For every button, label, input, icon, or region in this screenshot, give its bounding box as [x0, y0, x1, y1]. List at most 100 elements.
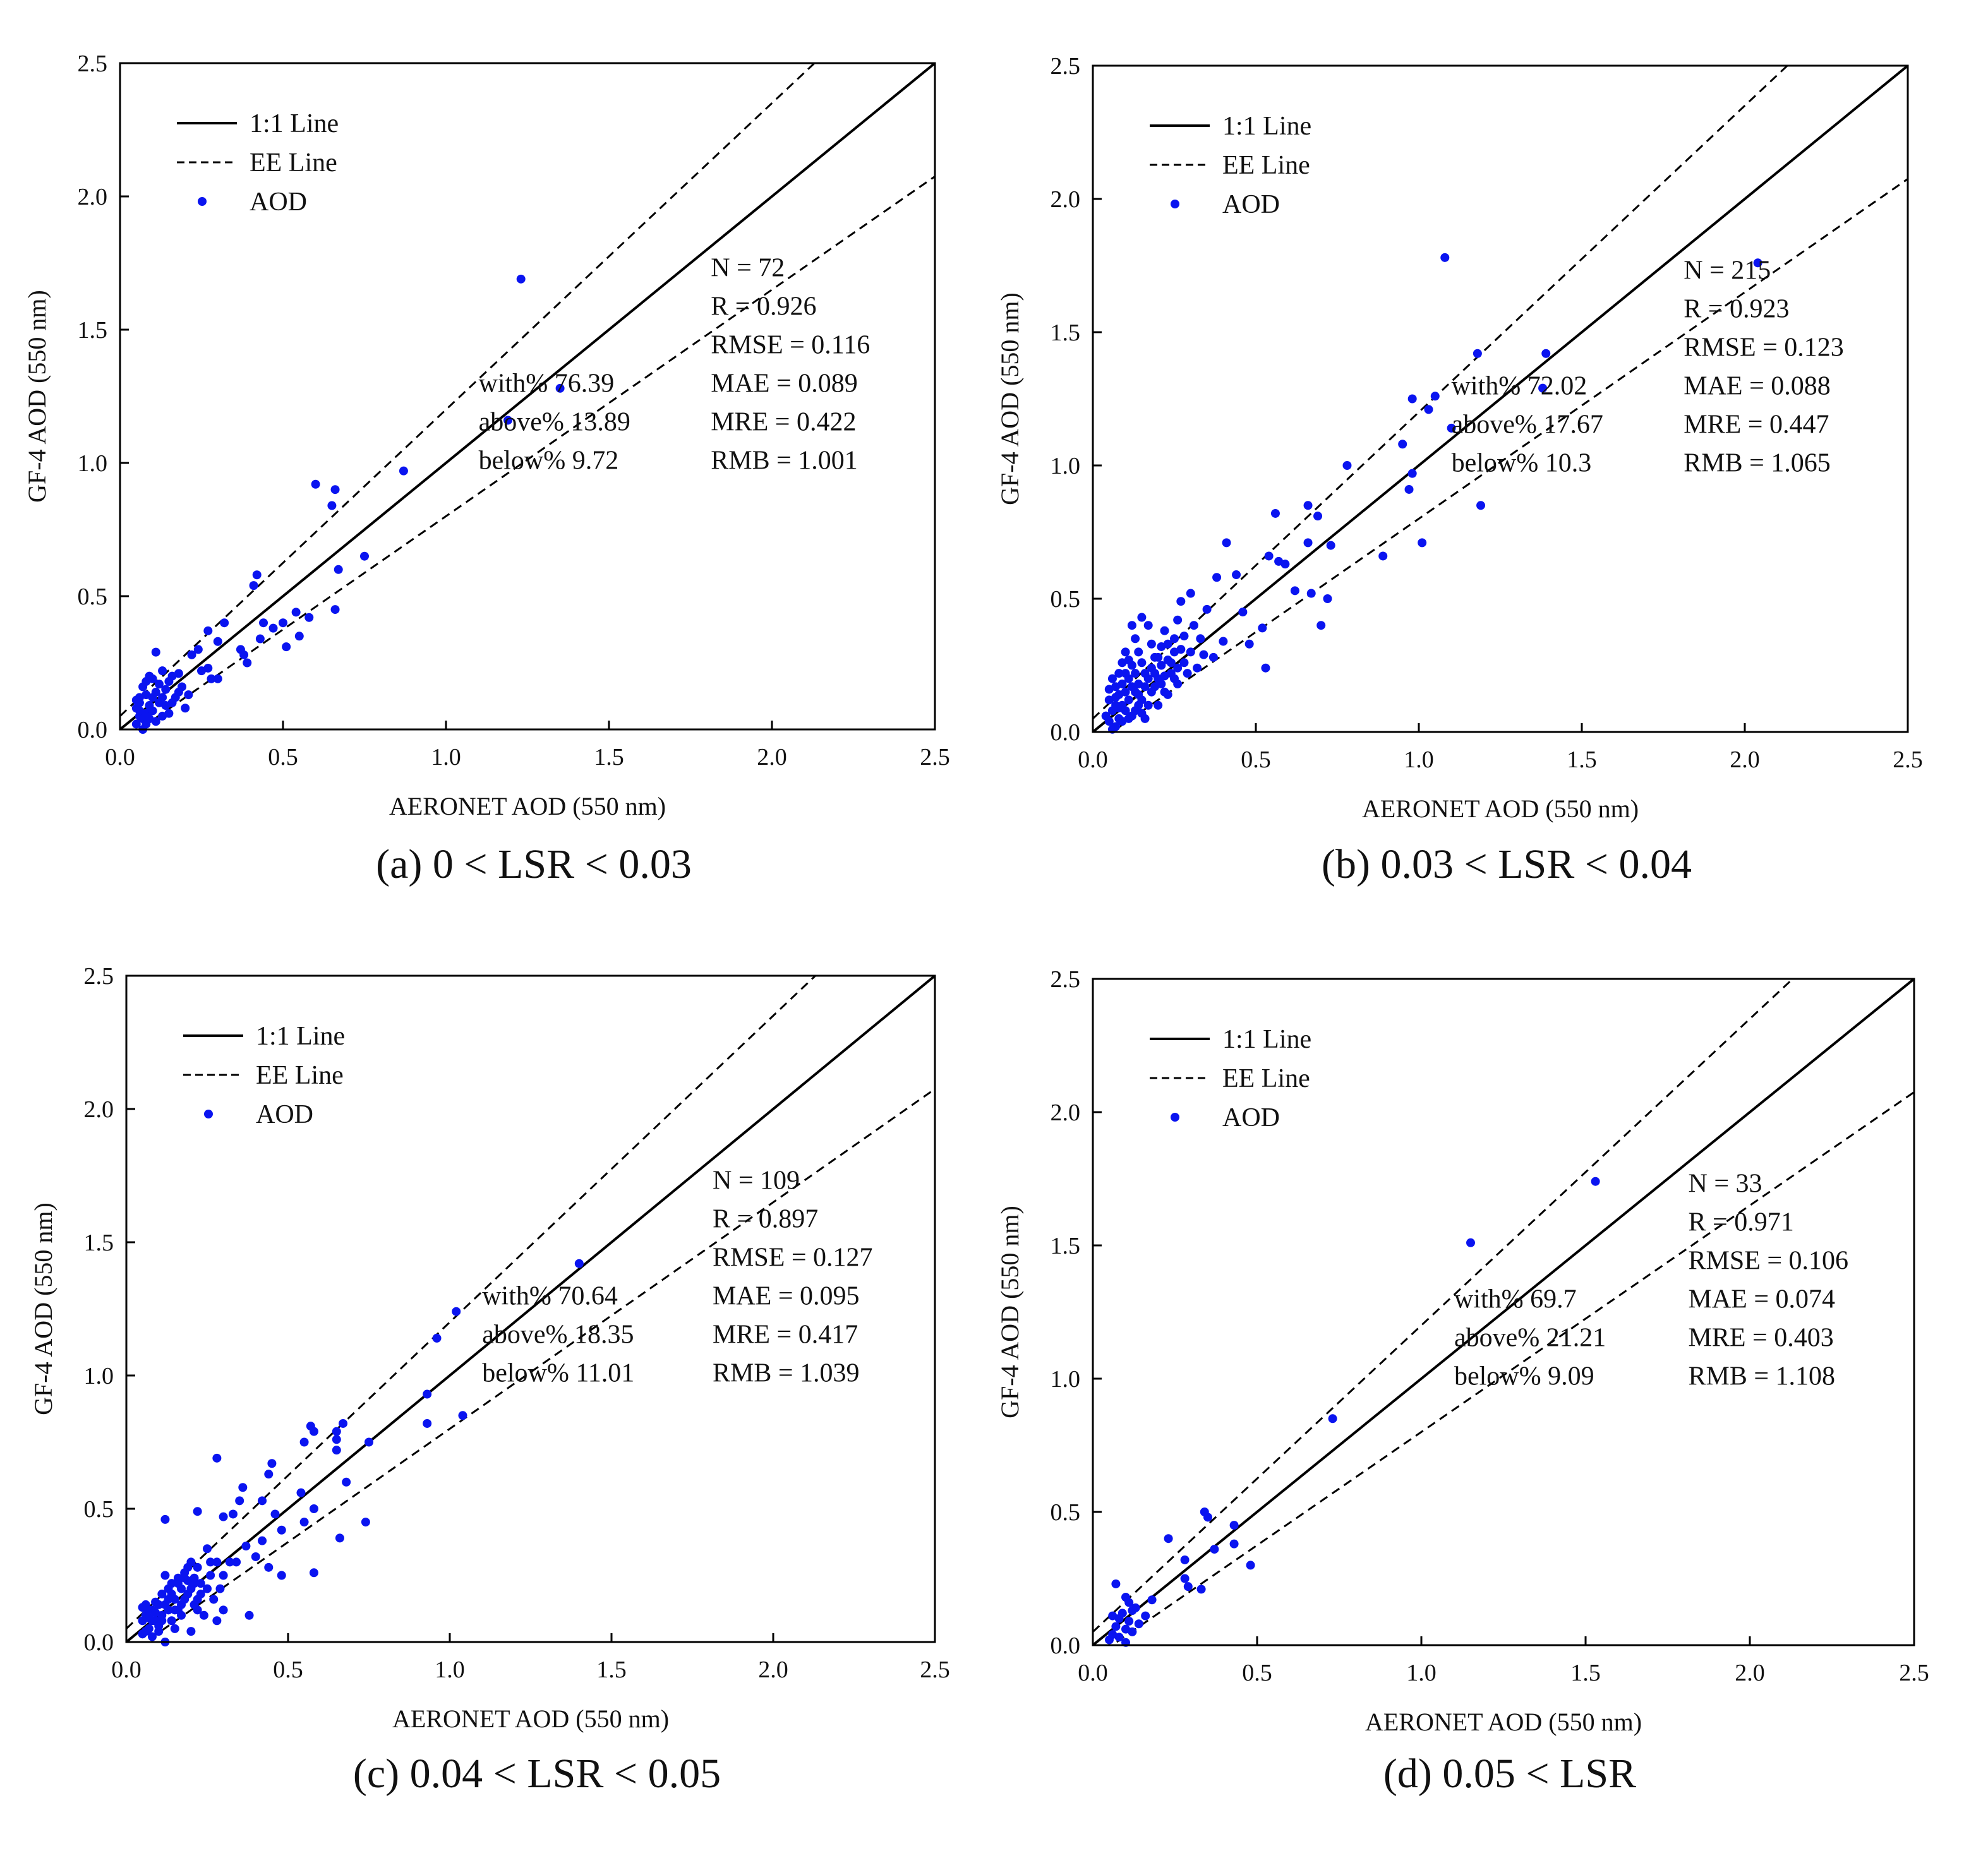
aod-point: [1143, 700, 1153, 710]
stat-right-line: MRE = 0.417: [713, 1321, 858, 1350]
aod-point: [244, 1610, 254, 1620]
aod-point: [228, 1509, 238, 1519]
aod-point: [1154, 700, 1163, 710]
aod-point: [1179, 632, 1189, 641]
aod-point: [1280, 560, 1290, 569]
statistics: N = 109 R = 0.897 RMSE = 0.127 MAE = 0.095 M…: [482, 1166, 872, 1388]
legend: 1:1 Line EE Line AOD: [1150, 112, 1311, 219]
stat-right-line: R = 0.897: [713, 1205, 818, 1234]
aod-point: [151, 687, 160, 697]
aod-point: [151, 1597, 160, 1607]
aod-point: [299, 1437, 309, 1447]
x-tick-label: 2.5: [920, 744, 950, 770]
stat-right-line: R = 0.926: [711, 292, 816, 321]
aod-point: [309, 1504, 318, 1513]
aod-point: [1154, 652, 1163, 662]
aod-point: [164, 1595, 173, 1604]
aod-point: [1150, 669, 1160, 678]
aod-point: [187, 650, 196, 659]
aod-point: [203, 626, 213, 635]
stat-right-line: MRE = 0.422: [711, 408, 856, 437]
aod-point: [1170, 634, 1179, 644]
aod-point: [1261, 663, 1270, 673]
aod-point: [1407, 394, 1417, 404]
ee-line-upper: [126, 976, 817, 1629]
aod-point: [299, 1518, 309, 1527]
aod-point: [503, 416, 513, 425]
ee-line-upper: [1093, 66, 1789, 719]
x-tick-label: 1.0: [435, 1657, 465, 1683]
aod-point: [1229, 1521, 1239, 1530]
aod-point: [1128, 1627, 1137, 1636]
reference-lines: [1093, 66, 1908, 732]
aod-point: [206, 1571, 215, 1580]
aod-point: [1140, 682, 1150, 692]
aod-point: [1303, 538, 1313, 548]
aod-point: [1404, 484, 1414, 494]
aod-point: [207, 674, 216, 683]
statistics: N = 72 R = 0.926 RMSE = 0.116 MAE = 0.089 MR…: [479, 254, 871, 476]
aod-point: [1258, 623, 1267, 633]
stat-right-line: RMSE = 0.127: [713, 1244, 873, 1273]
x-tick-label: 2.0: [757, 744, 787, 770]
x-tick-label: 2.5: [1899, 1660, 1929, 1686]
aod-point: [1180, 1574, 1190, 1583]
aod-point: [1447, 423, 1456, 433]
aod-point: [193, 1595, 202, 1604]
x-tick-label: 2.5: [1893, 746, 1923, 773]
aod-point: [1222, 538, 1231, 548]
stat-right-line: N = 33: [1689, 1170, 1762, 1199]
aod-point: [258, 1536, 267, 1545]
aod-point: [1176, 597, 1186, 606]
x-tick-label: 0.5: [273, 1657, 303, 1683]
aod-point: [255, 634, 265, 644]
aod-point: [309, 1427, 318, 1436]
stat-right-line: RMB = 1.039: [713, 1359, 860, 1388]
aod-point: [1114, 1614, 1124, 1623]
legend-label-1-1-line: 1:1 Line: [250, 109, 339, 138]
statistics: N = 33 R = 0.971 RMSE = 0.106 MAE = 0.074 MR…: [1454, 1170, 1848, 1391]
stat-left-line: above% 18.35: [482, 1321, 634, 1350]
aod-point: [1114, 669, 1124, 678]
legend-label-1-1-line: 1:1 Line: [1222, 1025, 1311, 1054]
aod-point: [147, 1632, 157, 1641]
x-tick-label: 1.0: [1404, 746, 1434, 773]
aod-point: [1378, 551, 1388, 561]
plot-frame: [119, 62, 936, 731]
aod-point: [1326, 541, 1335, 550]
aod-point: [1166, 658, 1176, 668]
panel-caption: (b) 0.03 < LSR < 0.04: [1322, 841, 1692, 887]
aod-point: [1157, 661, 1166, 670]
x-tick-label: 1.0: [1406, 1660, 1437, 1686]
aod-point: [167, 1616, 176, 1626]
stat-right-line: R = 0.923: [1684, 295, 1789, 324]
legend: 1:1 Line EE Line AOD: [177, 109, 339, 217]
aod-point: [1127, 621, 1136, 630]
aod-point: [1473, 349, 1482, 358]
aod-point: [1342, 461, 1352, 470]
aod-point: [1128, 1606, 1137, 1615]
y-tick-label: 1.0: [1051, 1366, 1081, 1393]
x-tick-label: 0.5: [268, 744, 298, 770]
aod-point: [452, 1307, 461, 1316]
stat-right-line: MRE = 0.403: [1689, 1324, 1834, 1353]
stat-left-line: with% 76.39: [479, 369, 615, 399]
aod-point: [1134, 700, 1143, 710]
y-axis-label: GF-4 AOD (550 nm): [29, 1202, 57, 1415]
aod-point: [154, 680, 164, 689]
y-tick-label: 0.0: [1051, 719, 1081, 746]
aod-point: [277, 1525, 286, 1535]
legend-label-1-1-line: 1:1 Line: [256, 1022, 345, 1051]
panel-d: 0.0 0.5 1.0 1.5 2.0 2.5 0.0 0.5 1.0 1.5 2.0 2.5 AERO…: [996, 966, 1929, 1797]
aod-point: [1183, 1582, 1193, 1591]
aod-point: [170, 1605, 179, 1615]
aod-points: [1101, 253, 1762, 734]
y-axis-label: GF-4 AOD (550 nm): [996, 292, 1024, 505]
aod-point: [458, 1411, 467, 1420]
aod-point: [173, 1579, 183, 1588]
aod-point: [1157, 680, 1166, 689]
aod-point: [279, 618, 287, 628]
aod-point: [1111, 1622, 1121, 1631]
aod-point: [1323, 594, 1332, 603]
stat-right-line: MRE = 0.447: [1684, 411, 1829, 440]
